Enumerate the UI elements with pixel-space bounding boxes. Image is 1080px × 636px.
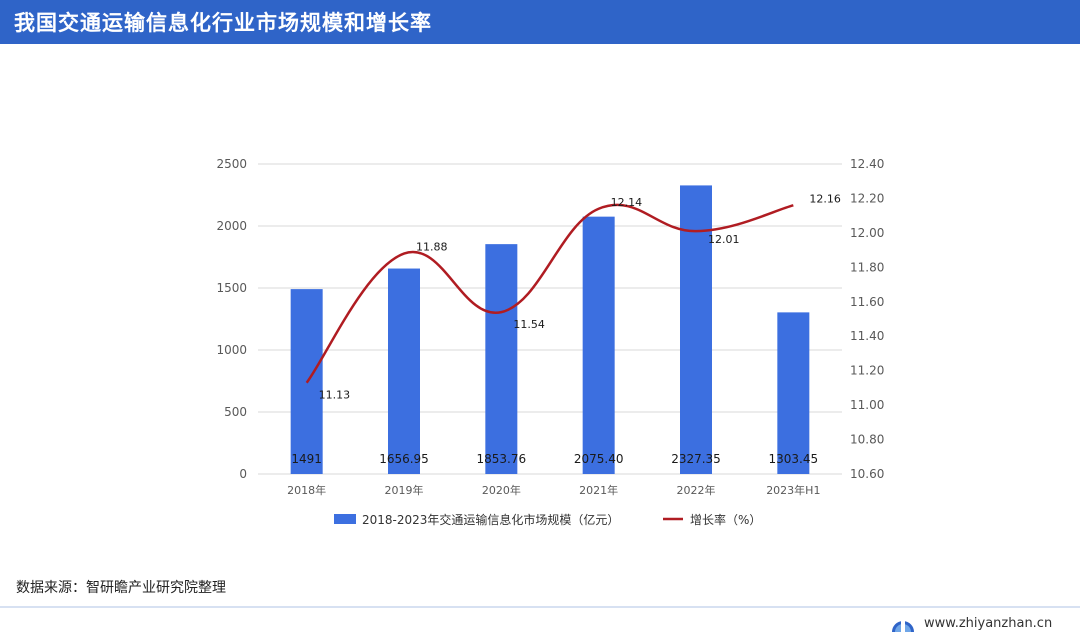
growth-rate-line [305, 203, 794, 384]
x-tick-label: 2019年 [385, 483, 424, 497]
bar [485, 244, 518, 474]
y-right-tick-label: 12.40 [850, 157, 884, 171]
bar-value-label: 1491 [291, 452, 322, 466]
y-right-tick-label: 11.80 [850, 260, 884, 274]
line-value-label: 11.13 [319, 389, 351, 402]
header-bar: 我国交通运输信息化行业市场规模和增长率 [0, 0, 1080, 44]
bar [777, 312, 810, 474]
x-tick-label: 2022年 [677, 483, 716, 497]
bar [582, 216, 615, 475]
bar [388, 268, 420, 474]
bar [680, 185, 712, 474]
bar-value-label: 2075.40 [574, 452, 624, 466]
page-title: 我国交通运输信息化行业市场规模和增长率 [14, 10, 432, 35]
y-left-tick-label: 2000 [216, 219, 247, 233]
bar-value-label: 1656.95 [379, 452, 429, 466]
data-source-note: 数据来源：智研瞻产业研究院整理 [16, 580, 226, 596]
x-tick-label: 2020年 [482, 483, 521, 497]
y-left-tick-label: 2500 [216, 157, 247, 171]
bar-value-label: 1303.45 [769, 452, 819, 466]
y-left-tick-label: 1000 [216, 343, 247, 357]
line-value-label: 12.01 [708, 233, 740, 246]
y-right-tick-label: 10.80 [850, 433, 884, 447]
y-right-tick-label: 11.00 [850, 398, 884, 412]
line-value-label: 12.14 [611, 196, 643, 209]
x-tick-label: 2021年 [579, 483, 618, 497]
footer-divider [0, 606, 1080, 608]
y-right-tick-label: 12.20 [850, 191, 884, 205]
legend-label-line: 增长率（%） [690, 512, 761, 527]
y-right-tick-label: 10.60 [850, 467, 884, 481]
legend-swatch-bar [334, 514, 356, 524]
line-value-label: 12.16 [809, 192, 841, 205]
y-left-tick-label: 0 [239, 467, 247, 481]
combo-chart: 0 500 1000 1500 2000 2500 10.60 10.80 11.00 11.20… [216, 157, 884, 527]
y-left-tick-label: 1500 [216, 281, 247, 295]
legend-label-bar: 2018-2023年交通运输信息化市场规模（亿元） [362, 512, 619, 527]
y-right-tick-label: 12.00 [850, 226, 884, 240]
line-value-label: 11.54 [513, 318, 545, 331]
bar-value-label: 2327.35 [671, 452, 721, 466]
x-tick-label: 2018年 [287, 483, 326, 497]
line-value-label: 11.88 [416, 241, 448, 254]
footer-url[interactable]: www.zhiyanzhan.cn [924, 616, 1053, 631]
y-right-tick-label: 11.40 [850, 329, 884, 343]
bar-value-label: 1853.76 [477, 452, 527, 466]
x-tick-label: 2023年H1 [766, 483, 820, 497]
y-right-tick-label: 11.60 [850, 295, 884, 309]
zhiyanzhan-logo-icon [892, 620, 914, 632]
y-right-tick-label: 11.20 [850, 364, 884, 378]
y-left-tick-label: 500 [224, 405, 247, 419]
